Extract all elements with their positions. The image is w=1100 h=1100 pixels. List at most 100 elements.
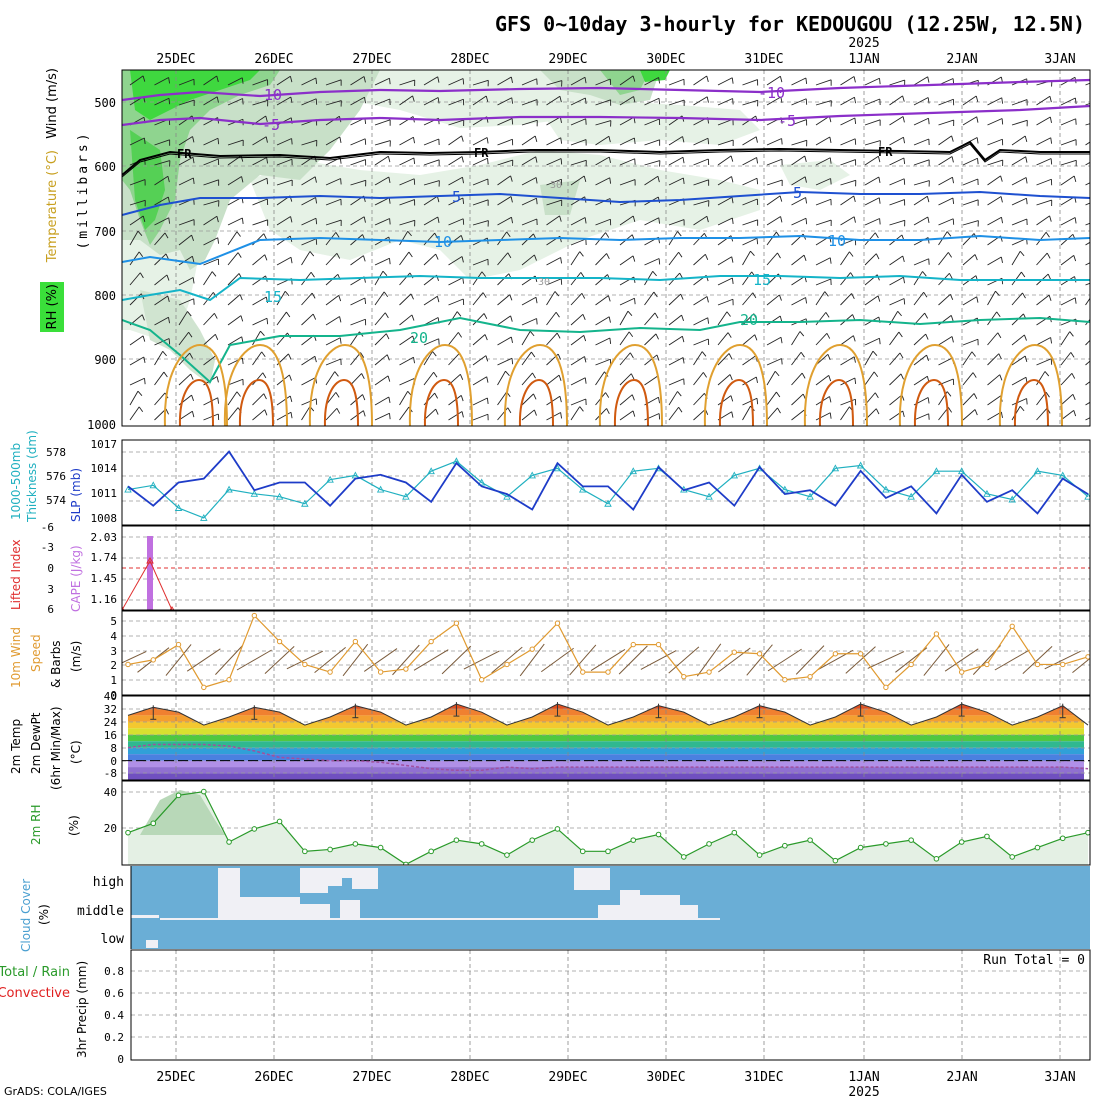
barb-shaft bbox=[570, 238, 587, 246]
barb-flag bbox=[678, 406, 683, 413]
barb-shaft bbox=[448, 311, 458, 326]
top-date-26DEC: 26DEC bbox=[254, 52, 293, 67]
rh2m-point bbox=[150, 820, 157, 827]
barb-shaft bbox=[840, 195, 855, 206]
rh2m-point bbox=[706, 841, 712, 847]
barb-flag bbox=[951, 135, 954, 142]
barb-shaft bbox=[742, 198, 758, 206]
barb-flag bbox=[334, 371, 339, 377]
barb-shaft bbox=[791, 351, 802, 366]
barb-shaft bbox=[178, 373, 192, 386]
wind10-label-a: 10m Wind bbox=[9, 627, 23, 688]
barb-shaft bbox=[1060, 159, 1077, 166]
wind10-barb bbox=[122, 651, 147, 664]
barb-flag bbox=[461, 135, 464, 142]
barb-shaft bbox=[227, 252, 239, 266]
barb-shaft bbox=[178, 255, 193, 266]
barb-shaft bbox=[938, 357, 953, 366]
wind10-label-c: & Barbs bbox=[49, 640, 63, 688]
rh2m-point bbox=[478, 841, 485, 847]
barb-shaft bbox=[546, 95, 561, 106]
barb-flag bbox=[462, 277, 465, 284]
surface-loop-outer bbox=[223, 343, 288, 426]
barb-flag bbox=[974, 254, 978, 261]
precip-tick-04: 0.4 bbox=[104, 1009, 124, 1022]
barb-shaft bbox=[472, 334, 486, 346]
barb-flag bbox=[731, 256, 734, 263]
barb-flag bbox=[436, 196, 440, 203]
barb-shaft bbox=[154, 338, 170, 346]
barb-shaft bbox=[742, 157, 757, 166]
barb-shaft bbox=[399, 356, 414, 366]
barb-shaft bbox=[325, 136, 341, 146]
barb-flag bbox=[336, 408, 341, 414]
barb-shaft bbox=[668, 357, 684, 366]
barb-shaft bbox=[472, 376, 487, 386]
barb-flag bbox=[142, 335, 146, 342]
barb-flag bbox=[903, 277, 905, 284]
barb-shaft bbox=[1085, 282, 1090, 286]
contour-fr bbox=[122, 140, 1090, 176]
wind10-point bbox=[428, 638, 434, 645]
barb-shaft bbox=[864, 253, 877, 266]
barb-flag bbox=[584, 217, 587, 224]
temp-label-b: 2m DewPt bbox=[29, 712, 43, 774]
slp-axis: 1017 1014 1011 1008 bbox=[91, 438, 118, 525]
barb-flag bbox=[290, 412, 293, 419]
top-year-label: 2025 bbox=[848, 36, 879, 51]
barb-flag bbox=[310, 271, 315, 278]
barb-shaft bbox=[178, 410, 193, 421]
wind10-point bbox=[908, 661, 914, 668]
rh2m-point bbox=[958, 839, 965, 845]
barb-flag bbox=[805, 218, 808, 225]
barb-flag bbox=[191, 411, 195, 418]
barb-flag bbox=[972, 372, 977, 378]
thickness-marker bbox=[1033, 467, 1042, 475]
barb-flag bbox=[510, 315, 513, 322]
barb-shaft bbox=[154, 274, 168, 286]
barb-flag bbox=[363, 216, 366, 223]
barb-flag bbox=[1024, 135, 1028, 142]
barb-flag bbox=[608, 156, 611, 163]
barb-flag bbox=[432, 351, 437, 357]
barb-shaft bbox=[546, 311, 557, 326]
barb-shaft bbox=[374, 412, 390, 421]
barb-flag bbox=[263, 393, 267, 400]
barb-shaft bbox=[1085, 202, 1090, 206]
barb-flag bbox=[728, 353, 733, 360]
barb-flag bbox=[534, 409, 537, 416]
barb-flag bbox=[191, 395, 195, 401]
barb-flag bbox=[584, 377, 587, 384]
barb-flag bbox=[1024, 334, 1027, 341]
precip-tick-06: 0.6 bbox=[104, 987, 124, 1000]
barb-shaft bbox=[595, 253, 607, 266]
barb-shaft bbox=[497, 138, 513, 146]
barb-shaft bbox=[203, 271, 213, 286]
wind10-point bbox=[782, 677, 788, 683]
barb-shaft bbox=[889, 95, 903, 106]
barb-shaft bbox=[864, 176, 880, 186]
barb-shaft bbox=[889, 219, 905, 226]
barb-shaft bbox=[129, 179, 146, 186]
barb-flag bbox=[1024, 355, 1028, 362]
barb-flag bbox=[435, 408, 439, 415]
label-c10a: 10 bbox=[434, 233, 452, 251]
barb-shaft bbox=[521, 393, 534, 406]
barb-flag bbox=[1071, 373, 1076, 379]
barb-flag bbox=[1070, 352, 1075, 358]
barb-flag bbox=[141, 314, 145, 321]
barb-shaft bbox=[448, 256, 463, 266]
barb-shaft bbox=[668, 293, 682, 306]
temp-band bbox=[128, 715, 1084, 722]
barb-shaft bbox=[1085, 381, 1090, 386]
barb-flag bbox=[536, 198, 538, 205]
barb-flag bbox=[1001, 217, 1003, 224]
barb-shaft bbox=[423, 295, 438, 306]
barb-shaft bbox=[423, 371, 434, 386]
barb-shaft bbox=[766, 179, 783, 186]
barb-shaft bbox=[693, 200, 710, 206]
barb-flag bbox=[264, 254, 268, 261]
barb-flag bbox=[556, 332, 561, 339]
barb-flag bbox=[192, 277, 195, 284]
barb-shaft bbox=[791, 155, 806, 166]
